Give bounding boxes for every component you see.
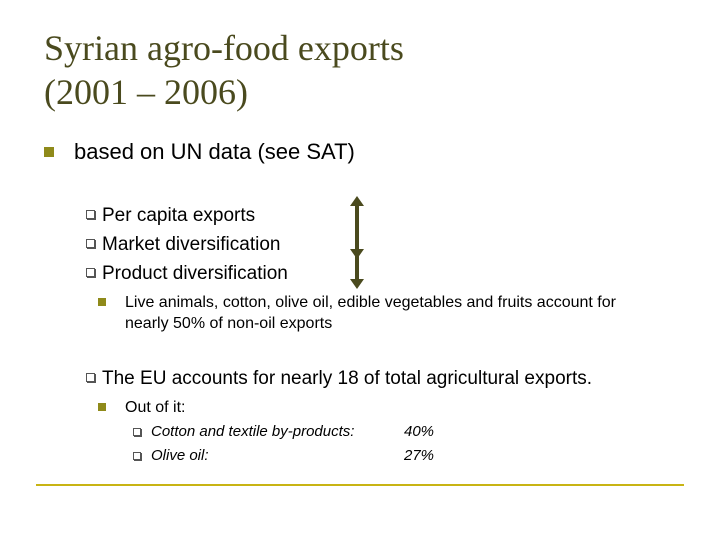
slide-title: Syrian agro-food exports (2001 – 2006) xyxy=(44,26,404,114)
bullet-text: based on UN data (see SAT) xyxy=(74,139,355,164)
title-line-1: Syrian agro-food exports xyxy=(44,28,404,68)
footer-rule xyxy=(36,484,684,486)
hollow-square-bullet-icon xyxy=(86,239,95,248)
breakdown-value: 27% xyxy=(404,447,435,464)
breakdown-label: Olive oil: xyxy=(151,447,209,464)
arrow-up-icon xyxy=(350,196,364,230)
title-line-2: (2001 – 2006) xyxy=(44,72,248,112)
hollow-square-bullet-icon xyxy=(86,373,95,382)
breakdown-value: 40% xyxy=(404,423,435,440)
hollow-square-bullet-icon xyxy=(133,428,141,436)
square-bullet-icon xyxy=(98,298,106,306)
hollow-square-bullet-icon xyxy=(86,268,95,277)
arrow-down-icon xyxy=(350,225,364,259)
sub-item-label: The EU accounts for nearly 18 of total a… xyxy=(102,368,593,389)
arrow-down-icon xyxy=(350,255,364,289)
hollow-square-bullet-icon xyxy=(86,210,95,219)
square-bullet-icon xyxy=(44,147,54,157)
product-note-text: Live animals, cotton, olive oil, edible … xyxy=(125,294,616,332)
sub-item-label: Product diversification xyxy=(102,263,288,284)
hollow-square-bullet-icon xyxy=(133,452,141,460)
breakdown-label: Cotton and textile by-products: xyxy=(151,423,355,440)
sub-item-label: Per capita exports xyxy=(102,205,256,226)
square-bullet-icon xyxy=(98,403,106,411)
out-of-it-text: Out of it: xyxy=(125,399,186,416)
sub-item-label: Market diversification xyxy=(102,234,281,255)
